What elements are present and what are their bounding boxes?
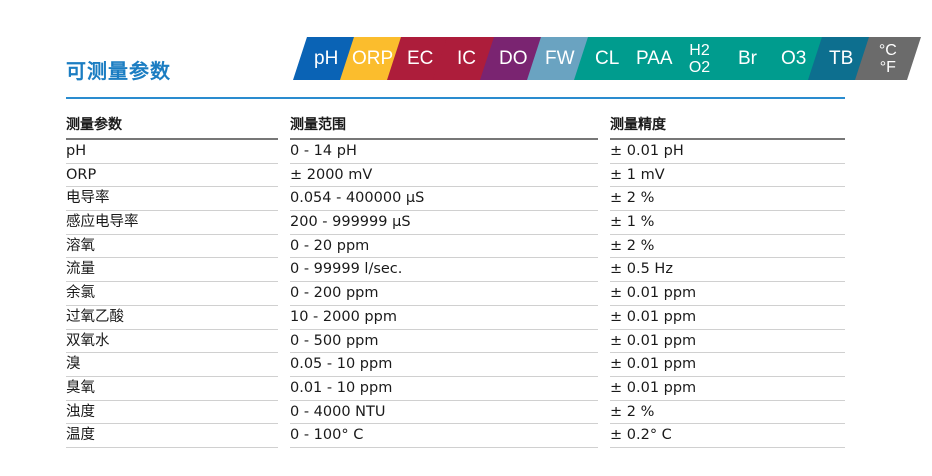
table-cell: 0 - 200 ppm xyxy=(290,282,598,306)
table-cell: 浊度 xyxy=(66,401,278,425)
table-cell: 0 - 500 ppm xyxy=(290,330,598,354)
table-cell: 余氯 xyxy=(66,282,278,306)
table-cell: 0.054 - 400000 µS xyxy=(290,187,598,212)
table-cell: ORP xyxy=(66,164,278,188)
table-cell: 0.01 - 10 ppm xyxy=(290,377,598,401)
table-cell: ± 2 % xyxy=(610,235,845,259)
table-cell: 溶氧 xyxy=(66,235,278,259)
table-cell: 0.05 - 10 ppm xyxy=(290,353,598,377)
table-cell: ± 0.01 ppm xyxy=(610,330,845,354)
tile-label: pH xyxy=(313,48,339,69)
table-cell: 10 - 2000 ppm xyxy=(290,306,598,330)
table-cell: 0 - 100° C xyxy=(290,424,598,448)
column-parameter: 测量参数 pH ORP 电导率 感应电导率 溶氧 流量 余氯 过氧乙酸 双氧水溴臭氧 浊度 温度 xyxy=(66,114,278,448)
table-cell: 臭氧 xyxy=(66,377,278,401)
tile-label: IC xyxy=(456,48,476,69)
column-header: 测量范围 xyxy=(290,114,598,140)
table-cell: 200 - 999999 µS xyxy=(290,211,598,235)
column-range: 测量范围 0 - 14 pH ± 2000 mV 0.054 - 400000 µS 2… xyxy=(290,114,598,448)
table-cell: 双氧水 xyxy=(66,330,278,354)
table-cell: ± 0.01 ppm xyxy=(610,306,845,330)
tile-label: ORP xyxy=(352,48,394,69)
table-cell: ± 1 mV xyxy=(610,164,845,188)
tile-label: TB xyxy=(828,48,853,69)
column-header: 测量参数 xyxy=(66,114,278,140)
tile-label: EC xyxy=(406,48,433,69)
table-cell: 温度 xyxy=(66,424,278,448)
tile-label: PAA xyxy=(635,48,672,69)
divider xyxy=(66,97,845,99)
tile-label: DO xyxy=(498,48,528,69)
table-cell: 0 - 99999 l/sec. xyxy=(290,258,598,283)
tile-label: H2 O2 xyxy=(689,41,712,76)
table-cell: pH xyxy=(66,140,278,164)
tile-label: Br xyxy=(737,48,757,69)
tile-label: FW xyxy=(545,48,575,69)
table-cell: ± 2 % xyxy=(610,187,845,212)
table-cell: 0 - 14 pH xyxy=(290,140,598,164)
table-cell: ± 0.5 Hz xyxy=(610,258,845,283)
table-cell: ± 1 % xyxy=(610,211,845,235)
table-cell: 溴 xyxy=(66,353,278,377)
column-accuracy: 测量精度 ± 0.01 pH ± 1 mV ± 2 % ± 1 % ± 2 % ± 0.5 … xyxy=(610,114,845,448)
table-cell: ± 0.01 pH xyxy=(610,140,845,164)
tile-label: CL xyxy=(594,48,619,69)
table-cell: 流量 xyxy=(66,258,278,283)
table-cell: 0 - 20 ppm xyxy=(290,235,598,259)
tile-label: °C °F xyxy=(878,41,897,76)
table-cell: ± 0.2° C xyxy=(610,424,845,448)
table-cell: 电导率 xyxy=(66,187,278,212)
section-title: 可测量参数 xyxy=(66,59,171,83)
tile-label: O3 xyxy=(781,48,807,69)
table-cell: 过氧乙酸 xyxy=(66,306,278,330)
parameter-tiles: pH ORP EC IC DO FW CL PAA H2 O2 Br O3 TB °C °F xyxy=(292,37,921,80)
table-cell: ± 0.01 ppm xyxy=(610,353,845,377)
table-cell: ± 0.01 ppm xyxy=(610,377,845,401)
table-cell: 0 - 4000 NTU xyxy=(290,401,598,425)
column-header: 测量精度 xyxy=(610,114,845,140)
table-cell: ± 2000 mV xyxy=(290,164,598,188)
table-cell: ± 2 % xyxy=(610,401,845,425)
table-cell: 感应电导率 xyxy=(66,211,278,235)
table-cell: ± 0.01 ppm xyxy=(610,282,845,306)
